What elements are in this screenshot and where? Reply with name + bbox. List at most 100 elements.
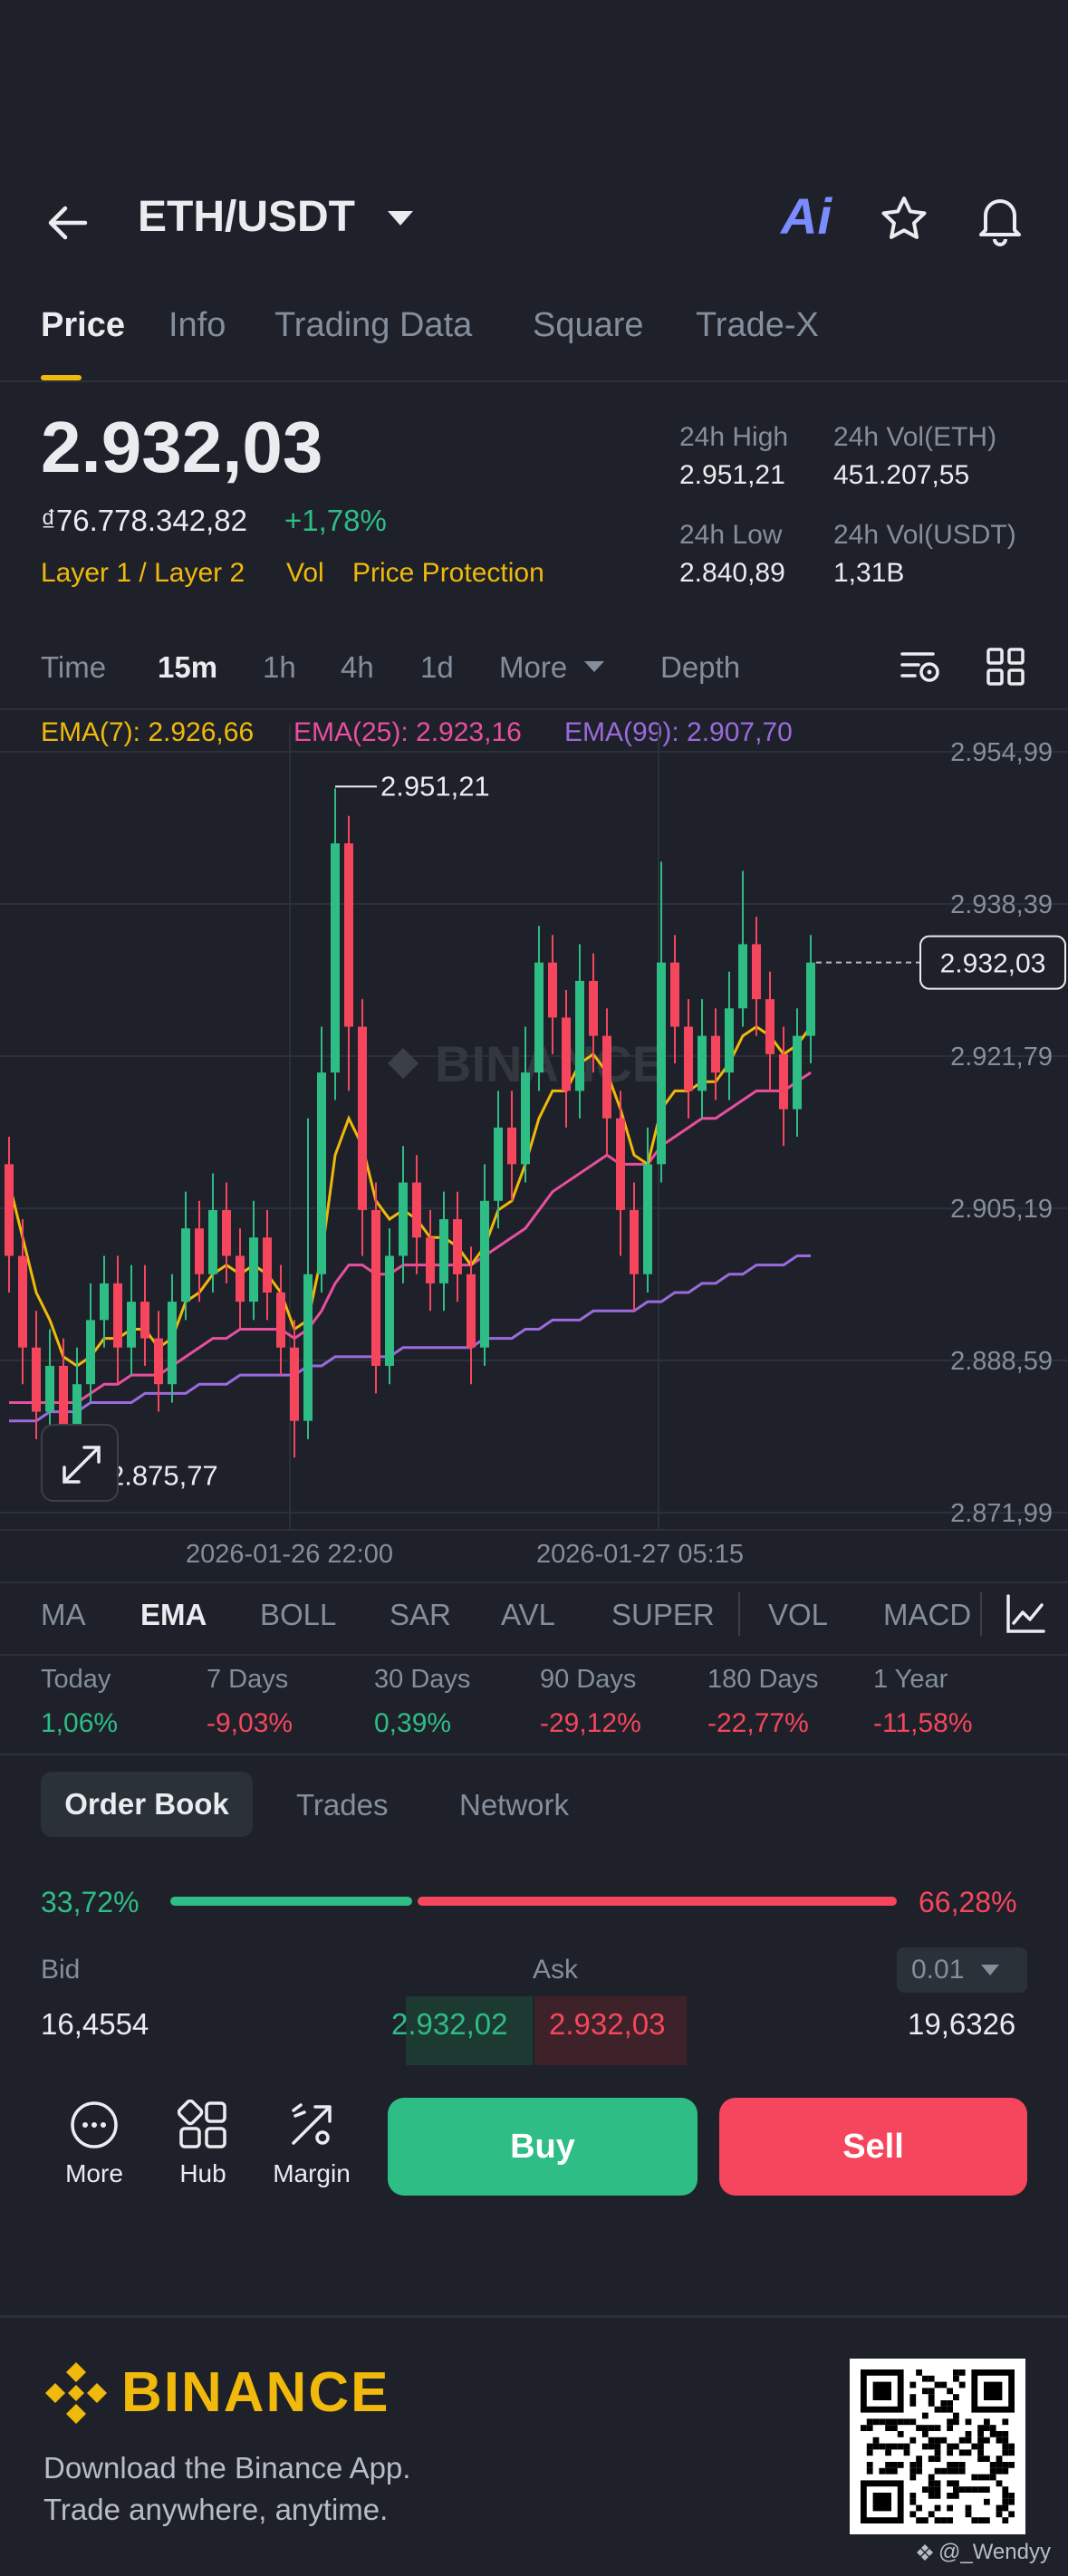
tag-vol[interactable]: Vol xyxy=(286,558,324,588)
bid-ratio-fill xyxy=(170,1897,412,1906)
candle xyxy=(399,1146,408,1283)
chart-high-label: 2.951,21 xyxy=(380,770,490,802)
indicator-bottom-divider xyxy=(0,1654,1068,1656)
candle xyxy=(236,1228,245,1330)
bid-qty: 16,4554 xyxy=(41,2007,149,2041)
perf-value: -9,03% xyxy=(207,1708,293,1738)
tf-1d[interactable]: 1d xyxy=(420,650,454,684)
indicator-top-divider xyxy=(0,1581,1068,1583)
candle xyxy=(793,1008,802,1137)
hub-icon[interactable] xyxy=(178,2100,228,2150)
candle xyxy=(616,1091,625,1256)
tab-square[interactable]: Square xyxy=(533,306,644,344)
perf-value: 1,06% xyxy=(41,1708,119,1738)
back-arrow-icon[interactable] xyxy=(43,199,91,246)
tf-15m[interactable]: 15m xyxy=(158,650,218,684)
more-label[interactable]: More xyxy=(65,2159,123,2187)
dropdown-caret-icon[interactable] xyxy=(386,208,415,228)
bid-price: 2.932,02 xyxy=(391,2007,508,2041)
pair-title[interactable]: ETH/USDT xyxy=(138,193,355,241)
brand-name: BINANCE xyxy=(121,2361,390,2424)
ind-vol[interactable]: VOL xyxy=(768,1598,829,1631)
ind-macd[interactable]: MACD xyxy=(883,1598,972,1631)
candle xyxy=(140,1264,149,1366)
ind-avl[interactable]: AVL xyxy=(501,1598,555,1631)
promo-line-1: Download the Binance App. xyxy=(43,2451,411,2485)
candle xyxy=(439,1191,448,1312)
chart-settings-icon[interactable] xyxy=(899,647,942,687)
indicator-chart-icon[interactable] xyxy=(1004,1592,1047,1636)
tf-time[interactable]: Time xyxy=(41,650,107,684)
candlestick-chart[interactable]: BINANCE 2.954,99 2.938,39 2.921,79 2.905,19… xyxy=(0,725,1068,1540)
ind-ema[interactable]: EMA xyxy=(140,1598,207,1631)
candle xyxy=(317,1026,326,1293)
candle xyxy=(371,1182,380,1394)
candle xyxy=(168,1274,177,1403)
candle xyxy=(698,999,707,1119)
candle xyxy=(738,870,747,1027)
tab-trade-x[interactable]: Trade-X xyxy=(696,306,819,344)
bid-ask-ratio-bar xyxy=(170,1897,897,1906)
buy-button[interactable]: Buy xyxy=(388,2098,698,2196)
promo-divider xyxy=(0,2315,1068,2318)
ask-header: Ask xyxy=(533,1955,579,1985)
margin-icon[interactable] xyxy=(286,2100,337,2150)
tf-more[interactable]: More xyxy=(499,650,568,684)
ind-super[interactable]: SUPER xyxy=(611,1598,715,1631)
sell-button[interactable]: Sell xyxy=(719,2098,1027,2196)
candle xyxy=(222,1182,231,1283)
candle xyxy=(100,1255,109,1348)
star-icon[interactable] xyxy=(879,194,929,245)
expand-chart-button[interactable] xyxy=(41,1424,119,1502)
ind-ma[interactable]: MA xyxy=(41,1598,86,1631)
low-value: 2.840,89 xyxy=(679,558,785,588)
ema25-label: EMA(25): 2.923,16 xyxy=(293,717,522,747)
candle xyxy=(534,926,544,1091)
candle xyxy=(113,1255,122,1385)
layout-grid-icon[interactable] xyxy=(986,647,1025,687)
hub-label[interactable]: Hub xyxy=(179,2159,226,2187)
high-value: 2.951,21 xyxy=(679,460,785,490)
candle xyxy=(521,1026,530,1183)
tag-layer[interactable]: Layer 1 / Layer 2 xyxy=(41,558,245,588)
expand-icon xyxy=(63,1446,101,1484)
candle xyxy=(725,971,734,1101)
tag-price-protection[interactable]: Price Protection xyxy=(352,558,544,588)
order-row[interactable]: 16,4554 2.932,02 2.932,03 19,6326 xyxy=(0,1996,1068,2065)
tf-1h[interactable]: 1h xyxy=(263,650,296,684)
more-icon[interactable] xyxy=(69,2100,120,2150)
x-tick-1: 2026-01-26 22:00 xyxy=(186,1540,393,1569)
candle xyxy=(711,1008,720,1101)
perf-label: 1 Year xyxy=(873,1665,948,1694)
candle xyxy=(181,1191,190,1321)
tab-info[interactable]: Info xyxy=(168,306,226,344)
bell-icon[interactable] xyxy=(975,192,1025,246)
candle xyxy=(589,953,598,1073)
candle xyxy=(195,1200,204,1302)
promo-line-2: Trade anywhere, anytime. xyxy=(43,2493,389,2526)
ema25-line xyxy=(9,1071,812,1404)
tf-depth[interactable]: Depth xyxy=(660,650,741,684)
ai-button[interactable]: Ai xyxy=(781,187,832,245)
ind-boll[interactable]: BOLL xyxy=(260,1598,337,1631)
candle xyxy=(507,1091,516,1201)
more-caret-icon[interactable] xyxy=(583,659,605,674)
book-tab-network[interactable]: Network xyxy=(459,1788,570,1821)
vol-eth-value: 451.207,55 xyxy=(833,460,970,490)
candle xyxy=(426,1209,435,1312)
x-tick-2: 2026-01-27 05:15 xyxy=(536,1540,744,1569)
book-tab-trades[interactable]: Trades xyxy=(296,1788,389,1821)
ind-sar[interactable]: SAR xyxy=(390,1598,451,1631)
candle xyxy=(562,990,571,1128)
tab-price[interactable]: Price xyxy=(41,306,125,344)
precision-select[interactable]: 0.01 xyxy=(897,1947,1027,1993)
y-tick-label: 2.871,99 xyxy=(950,1499,1053,1528)
ask-percent: 66,28% xyxy=(919,1886,1017,1918)
margin-label[interactable]: Margin xyxy=(273,2159,351,2187)
y-tick-label: 2.938,39 xyxy=(950,890,1053,919)
perf-label: Today xyxy=(41,1665,111,1694)
tf-4h[interactable]: 4h xyxy=(341,650,374,684)
book-tab-order-book[interactable]: Order Book xyxy=(41,1772,253,1837)
candle xyxy=(752,917,761,1036)
tab-trading-data[interactable]: Trading Data xyxy=(274,306,473,344)
